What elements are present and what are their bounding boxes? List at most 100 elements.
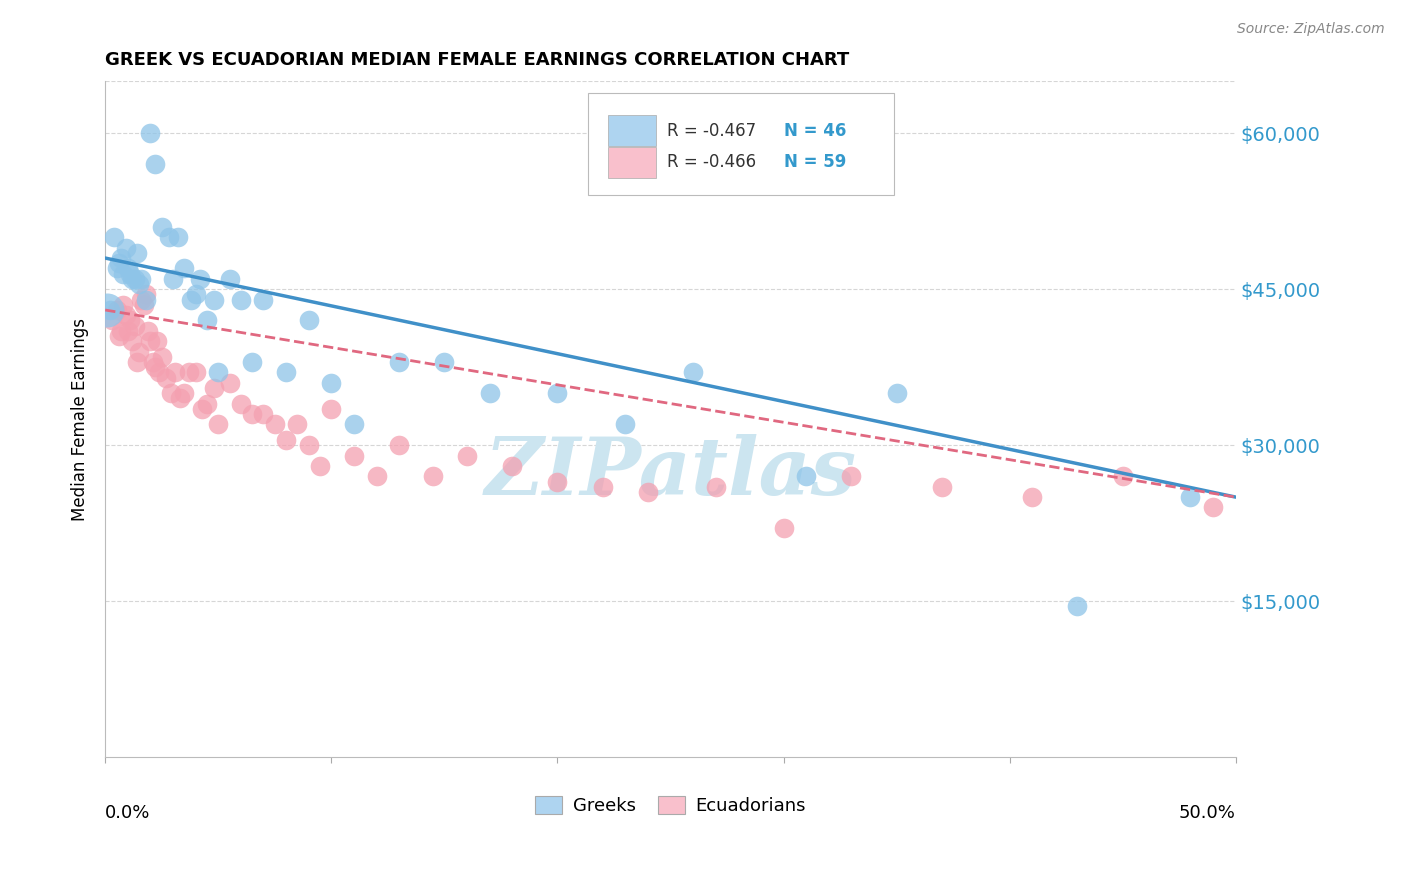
Point <box>139 126 162 140</box>
Point <box>191 401 214 416</box>
Point <box>592 480 614 494</box>
Point <box>1021 490 1043 504</box>
Point <box>180 293 202 307</box>
Point <box>143 157 166 171</box>
Text: R = -0.467: R = -0.467 <box>666 121 756 140</box>
Point <box>274 433 297 447</box>
Point <box>433 355 456 369</box>
Point <box>139 334 162 349</box>
Point <box>165 365 187 379</box>
Point <box>195 313 218 327</box>
Point <box>195 396 218 410</box>
Point <box>120 313 142 327</box>
Point <box>388 355 411 369</box>
Point <box>229 293 252 307</box>
Point <box>321 401 343 416</box>
Point <box>309 458 332 473</box>
Point <box>772 521 794 535</box>
Point <box>546 475 568 489</box>
Point <box>101 313 124 327</box>
Point <box>96 303 118 318</box>
Point <box>110 251 132 265</box>
Point <box>388 438 411 452</box>
Point <box>704 480 727 494</box>
Point <box>173 386 195 401</box>
Point <box>135 287 157 301</box>
Text: 50.0%: 50.0% <box>1178 805 1236 822</box>
Point <box>131 272 153 286</box>
Point <box>218 272 240 286</box>
Point <box>107 329 129 343</box>
Point <box>146 334 169 349</box>
Point <box>124 272 146 286</box>
Text: Source: ZipAtlas.com: Source: ZipAtlas.com <box>1237 22 1385 37</box>
Point <box>142 355 165 369</box>
Point <box>124 318 146 333</box>
Point <box>184 287 207 301</box>
Point <box>125 245 148 260</box>
Point <box>202 381 225 395</box>
Point <box>343 417 366 432</box>
FancyBboxPatch shape <box>609 115 655 146</box>
Point <box>120 267 142 281</box>
Point <box>287 417 309 432</box>
Point <box>159 386 181 401</box>
Point <box>105 303 128 318</box>
Point <box>150 219 173 234</box>
Point <box>252 407 274 421</box>
Point <box>841 469 863 483</box>
Point <box>162 272 184 286</box>
Point <box>614 417 637 432</box>
FancyBboxPatch shape <box>588 93 894 194</box>
Point <box>135 293 157 307</box>
Point <box>886 386 908 401</box>
Point <box>202 293 225 307</box>
Y-axis label: Median Female Earnings: Median Female Earnings <box>72 318 89 521</box>
Point <box>422 469 444 483</box>
Point <box>112 298 135 312</box>
Point <box>132 298 155 312</box>
Point <box>128 277 150 291</box>
Point <box>637 484 659 499</box>
Point <box>117 324 139 338</box>
Point <box>114 241 136 255</box>
Point <box>112 267 135 281</box>
Point <box>136 324 159 338</box>
Point <box>263 417 285 432</box>
Point <box>173 261 195 276</box>
Point <box>107 256 129 270</box>
Point <box>110 324 132 338</box>
Point <box>131 293 153 307</box>
FancyBboxPatch shape <box>609 147 655 178</box>
Point <box>155 370 177 384</box>
Text: R = -0.466: R = -0.466 <box>666 153 756 171</box>
Text: GREEK VS ECUADORIAN MEDIAN FEMALE EARNINGS CORRELATION CHART: GREEK VS ECUADORIAN MEDIAN FEMALE EARNIN… <box>105 51 849 69</box>
Point <box>546 386 568 401</box>
Text: 0.0%: 0.0% <box>105 805 150 822</box>
Point <box>298 438 321 452</box>
Point <box>117 261 139 276</box>
Point <box>343 449 366 463</box>
Legend: Greeks, Ecuadorians: Greeks, Ecuadorians <box>527 789 813 822</box>
Point <box>128 344 150 359</box>
Point <box>478 386 501 401</box>
Point <box>207 365 229 379</box>
Point <box>366 469 388 483</box>
Point <box>1180 490 1202 504</box>
Point <box>98 303 121 318</box>
Point <box>169 392 191 406</box>
Point <box>188 272 211 286</box>
Point <box>218 376 240 390</box>
Point <box>682 365 704 379</box>
Point <box>143 360 166 375</box>
Point <box>931 480 953 494</box>
Point <box>157 230 180 244</box>
Point <box>166 230 188 244</box>
Point <box>105 261 128 276</box>
Point <box>240 355 263 369</box>
Point <box>456 449 478 463</box>
Point <box>501 458 523 473</box>
Point <box>240 407 263 421</box>
Point <box>207 417 229 432</box>
Point <box>229 396 252 410</box>
